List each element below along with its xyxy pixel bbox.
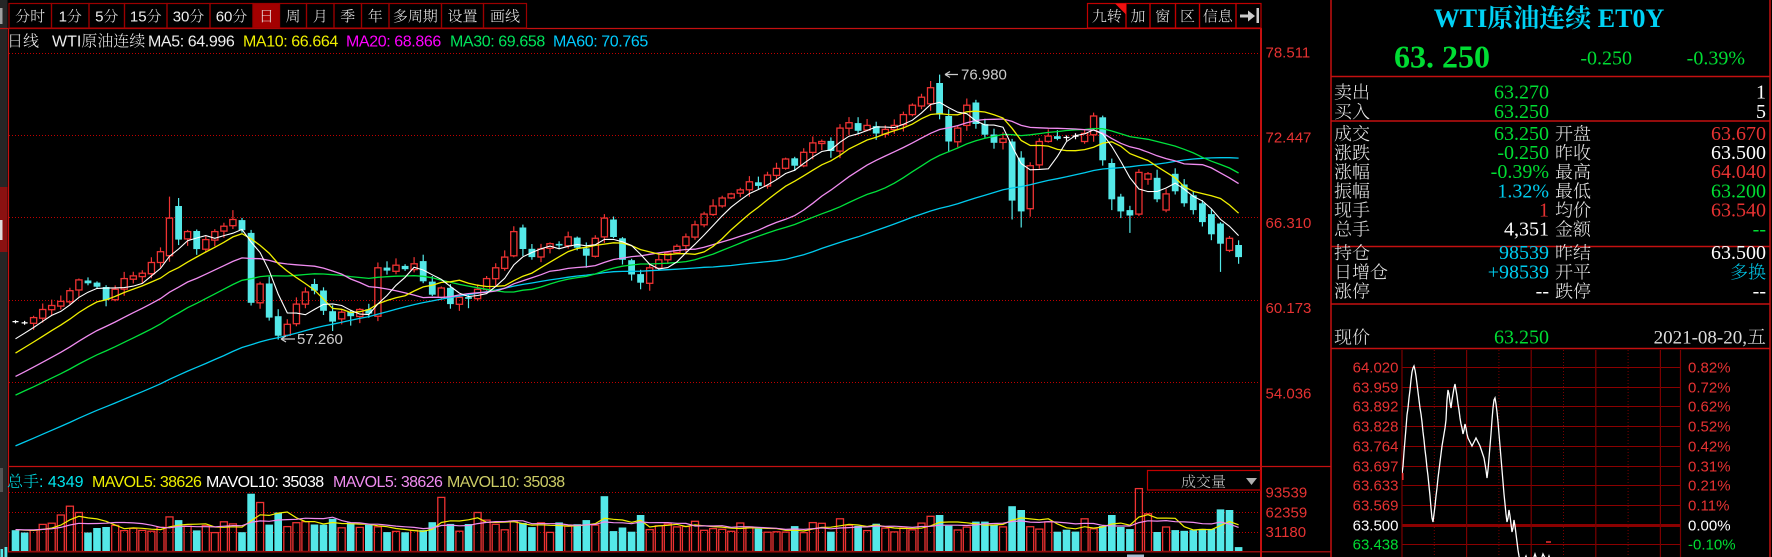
svg-text:0.11%: 0.11% [1688, 498, 1729, 515]
svg-text:63.500: 63.500 [1353, 518, 1399, 535]
svg-text:-0.250: -0.250 [1580, 48, 1632, 70]
svg-text:0.72%: 0.72% [1688, 380, 1731, 397]
svg-text:MA20: 68.866: MA20: 68.866 [346, 34, 441, 51]
svg-text:WTI: WTI [1434, 4, 1487, 33]
svg-text:76.980: 76.980 [961, 67, 1007, 84]
svg-text:63. 250: 63. 250 [1394, 39, 1490, 75]
svg-text:0.42%: 0.42% [1688, 439, 1731, 456]
svg-text:98539: 98539 [1499, 242, 1549, 264]
svg-text:0.82%: 0.82% [1688, 360, 1731, 377]
svg-text:MA10: 66.664: MA10: 66.664 [243, 34, 338, 51]
svg-text:57.260: 57.260 [297, 331, 343, 348]
svg-text:63.569: 63.569 [1353, 498, 1399, 515]
svg-text:0.62%: 0.62% [1688, 399, 1731, 416]
svg-text:1.32%: 1.32% [1497, 180, 1549, 202]
svg-text:0.21%: 0.21% [1688, 478, 1731, 495]
svg-text:1: 1 [1539, 199, 1549, 221]
svg-text:30: 30 [173, 9, 190, 26]
svg-text:-0.10%: -0.10% [1688, 537, 1736, 554]
svg-text:ET0Y: ET0Y [1598, 4, 1665, 33]
svg-text:4,351: 4,351 [1504, 219, 1549, 241]
svg-text:0.52%: 0.52% [1688, 419, 1731, 436]
svg-text:5: 5 [95, 9, 103, 26]
svg-text:MA5: 64.996: MA5: 64.996 [148, 34, 235, 51]
svg-text:1: 1 [59, 9, 67, 26]
svg-text:MAVOL10: 35038: MAVOL10: 35038 [447, 474, 565, 491]
svg-text:MAVOL5: 38626: MAVOL5: 38626 [92, 474, 202, 491]
svg-text:5: 5 [1756, 101, 1766, 123]
svg-text:1: 1 [1756, 82, 1766, 104]
svg-text:--: -- [1753, 281, 1766, 303]
svg-text:-0.39%: -0.39% [1491, 161, 1549, 183]
svg-text:MAVOL10: 35038: MAVOL10: 35038 [206, 474, 324, 491]
svg-text:63.633: 63.633 [1353, 478, 1399, 495]
svg-text:66.310: 66.310 [1266, 215, 1312, 232]
svg-text:63.438: 63.438 [1353, 537, 1399, 554]
svg-text:--: -- [1753, 219, 1766, 241]
svg-text:63.250: 63.250 [1494, 327, 1549, 349]
svg-text:63.200: 63.200 [1711, 180, 1766, 202]
svg-text:-0.39%: -0.39% [1687, 48, 1745, 70]
svg-text:63.670: 63.670 [1711, 123, 1766, 145]
svg-text:63.764: 63.764 [1353, 439, 1399, 456]
svg-text:60: 60 [216, 9, 233, 26]
svg-text:--: -- [1536, 281, 1549, 303]
svg-text:4349: 4349 [48, 474, 84, 491]
svg-text:64.040: 64.040 [1711, 161, 1766, 183]
svg-text:63.892: 63.892 [1353, 399, 1399, 416]
svg-text:0.00%: 0.00% [1688, 518, 1731, 535]
svg-text:63.250: 63.250 [1494, 101, 1549, 123]
svg-text::: : [39, 474, 43, 491]
svg-text:+98539: +98539 [1488, 261, 1549, 283]
svg-text:63.500: 63.500 [1711, 242, 1766, 264]
svg-text:54.036: 54.036 [1266, 385, 1312, 402]
svg-text:MA30: 69.658: MA30: 69.658 [450, 34, 545, 51]
svg-text:0.31%: 0.31% [1688, 459, 1731, 476]
svg-text:WTI: WTI [52, 34, 81, 51]
svg-text:MAVOL5: 38626: MAVOL5: 38626 [333, 474, 443, 491]
svg-text:78.511: 78.511 [1266, 45, 1311, 62]
svg-text:63.500: 63.500 [1711, 142, 1766, 164]
svg-text:15: 15 [130, 9, 147, 26]
svg-text:63.270: 63.270 [1494, 82, 1549, 104]
svg-text:93539: 93539 [1266, 485, 1308, 502]
svg-text:31180: 31180 [1266, 524, 1307, 541]
svg-text:60.173: 60.173 [1266, 300, 1312, 317]
svg-text:63.697: 63.697 [1353, 459, 1399, 476]
svg-text:63.540: 63.540 [1711, 199, 1766, 221]
svg-text:62359: 62359 [1266, 504, 1308, 521]
svg-text:63.959: 63.959 [1353, 380, 1399, 397]
svg-text:72.447: 72.447 [1266, 130, 1312, 147]
svg-text:63.250: 63.250 [1494, 123, 1549, 145]
svg-text:63.828: 63.828 [1353, 419, 1399, 436]
svg-text:-0.250: -0.250 [1497, 142, 1549, 164]
svg-text:64.020: 64.020 [1353, 360, 1399, 377]
svg-text:2021-08-20,: 2021-08-20, [1654, 328, 1747, 349]
svg-text:MA60: 70.765: MA60: 70.765 [553, 34, 648, 51]
